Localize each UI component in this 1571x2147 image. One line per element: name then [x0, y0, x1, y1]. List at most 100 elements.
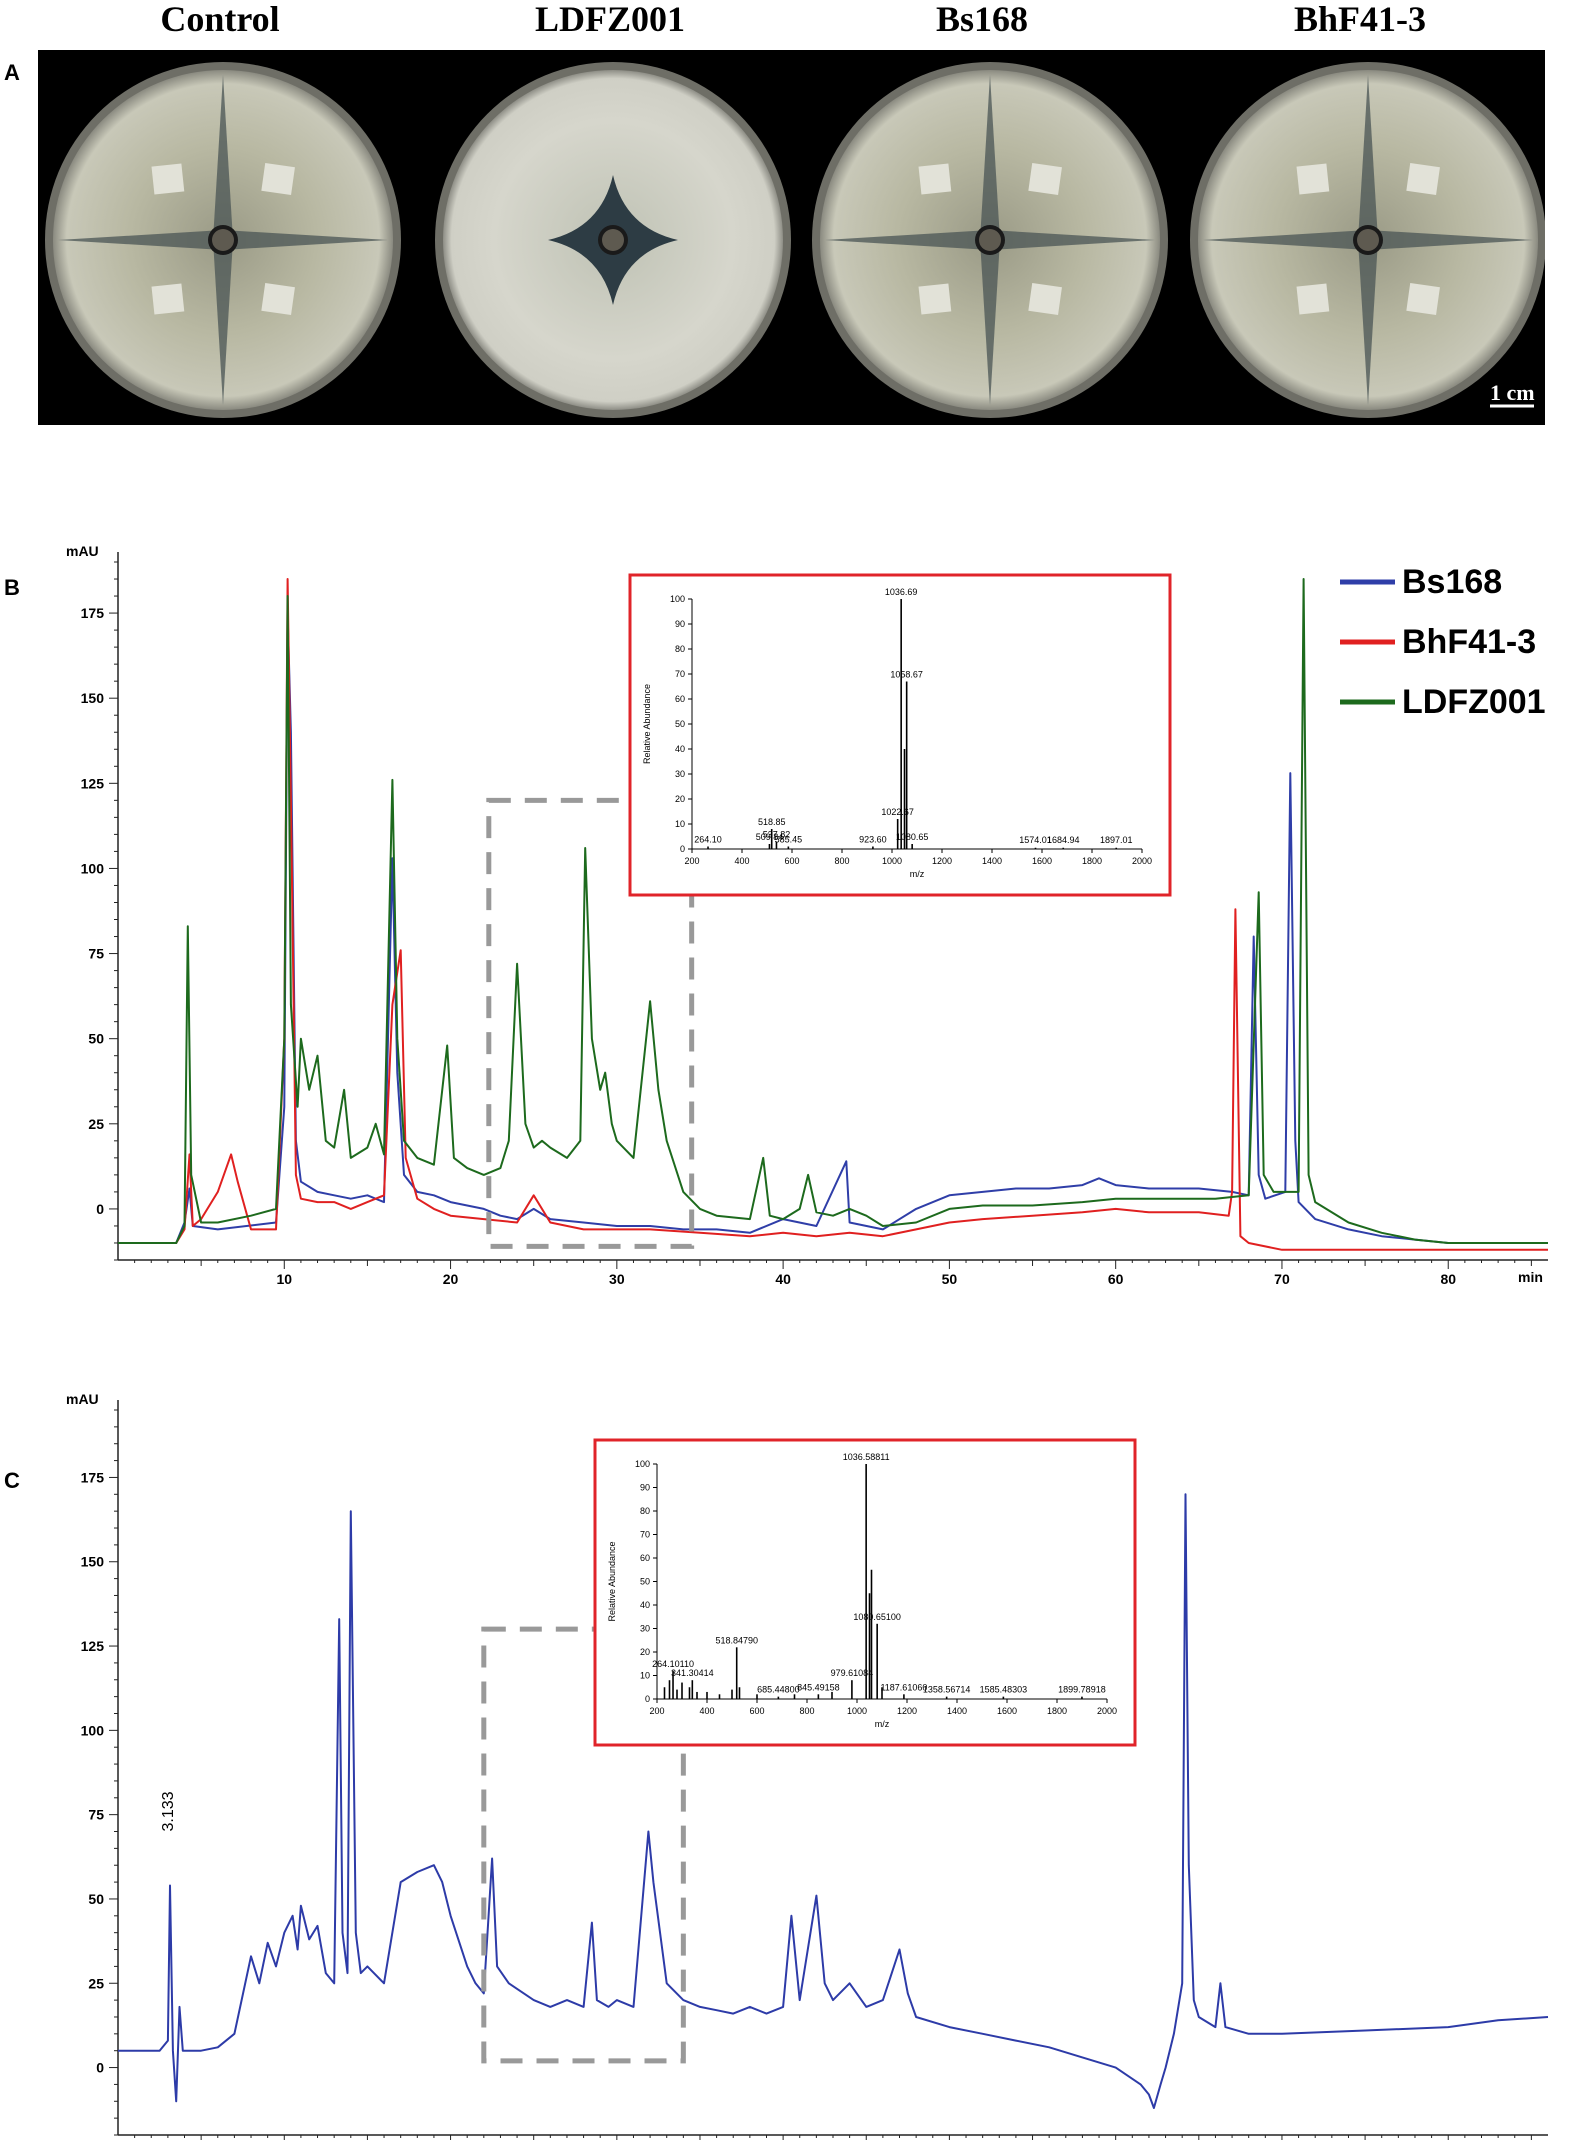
- inset-y-tick-label: 60: [675, 694, 685, 704]
- x-tick-label: 30: [609, 1271, 625, 1287]
- inset-y-tick-label: 70: [675, 669, 685, 679]
- inset-y-label: Relative Abundance: [642, 684, 652, 764]
- x-tick-label: 10: [276, 1271, 292, 1287]
- fungal-plug: [1406, 283, 1440, 315]
- inset-y-tick-label: 90: [675, 619, 685, 629]
- fungal-plug: [1028, 283, 1062, 315]
- x-tick-label: 80: [1440, 1271, 1456, 1287]
- fungal-plug: [1028, 163, 1062, 195]
- x-tick-label: 60: [1108, 1271, 1124, 1287]
- inset-x-tick-label: 2000: [1097, 1706, 1117, 1716]
- inset-x-tick-label: 400: [734, 856, 749, 866]
- ms-peak-label: 1080.65100: [853, 1612, 901, 1622]
- x-axis-label: min: [1518, 1269, 1543, 1285]
- inset-y-tick-label: 50: [675, 719, 685, 729]
- ms-peak-label: 1899.78918: [1058, 1685, 1106, 1695]
- ms-peak-label: 1036.58811: [843, 1452, 890, 1462]
- petri-plate-4: [1190, 62, 1546, 418]
- ms-peak-label: 264.10110: [652, 1659, 694, 1669]
- y-tick-label: 175: [81, 605, 105, 621]
- inset-y-tick-label: 40: [640, 1600, 650, 1610]
- y-tick-label: 75: [88, 1807, 104, 1823]
- center-well-inner: [1357, 229, 1379, 251]
- inset-y-tick-label: 100: [635, 1459, 650, 1469]
- ms-peak-label: 1187.61060: [880, 1682, 927, 1692]
- inset-y-tick-label: 70: [640, 1530, 650, 1540]
- center-well-inner: [602, 229, 624, 251]
- ms-peak-label: 518.84790: [715, 1635, 758, 1645]
- inset-y-tick-label: 40: [675, 744, 685, 754]
- y-tick-label: 100: [81, 860, 105, 876]
- ms-peak-label: 585.45: [775, 835, 803, 845]
- inset-x-tick-label: 1600: [997, 1706, 1017, 1716]
- y-tick-label: 125: [81, 775, 105, 791]
- inset-x-label: m/z: [875, 1719, 890, 1729]
- inset-x-tick-label: 1400: [947, 1706, 967, 1716]
- fungal-plug: [918, 283, 952, 315]
- inset-y-tick-label: 30: [675, 769, 685, 779]
- plate-label-bhf41-3: BhF41-3: [1293, 0, 1426, 39]
- ms-peak-label: 979.61084: [831, 1668, 874, 1678]
- chart-c: mAUmin1020304050607080025507510012515017…: [66, 1391, 1549, 2140]
- plate-label-bs168: Bs168: [935, 0, 1029, 39]
- inset-x-tick-label: 400: [699, 1706, 714, 1716]
- inset-x-tick-label: 1800: [1047, 1706, 1067, 1716]
- y-tick-label: 50: [88, 1891, 104, 1907]
- plate-label-control: Control: [160, 0, 280, 39]
- ms-peak-label: 1358.56714: [923, 1685, 971, 1695]
- inset-y-tick-label: 50: [640, 1577, 650, 1587]
- y-tick-label: 150: [81, 1554, 105, 1570]
- ms-peak-label: 1684.94: [1047, 835, 1080, 845]
- petri-plate-1: [45, 62, 401, 418]
- inset-x-tick-label: 800: [834, 856, 849, 866]
- series-line-BhF41-3: [118, 578, 1548, 1251]
- ms-peak-label: 1574.01: [1019, 835, 1052, 845]
- inset-x-tick-label: 2000: [1132, 856, 1152, 866]
- ms-inset-frame: [593, 1438, 1137, 1747]
- ms-inset-frame: [628, 573, 1172, 897]
- fungal-plug: [918, 163, 952, 195]
- y-tick-label: 150: [81, 690, 105, 706]
- series-line-trace: [118, 1493, 1549, 2109]
- y-tick-label: 75: [88, 946, 104, 962]
- panel-c-letter: C: [4, 1468, 20, 1493]
- inset-x-tick-label: 1000: [882, 856, 902, 866]
- inset-y-tick-label: 0: [680, 844, 685, 854]
- inset-y-tick-label: 20: [640, 1647, 650, 1657]
- ms-peak-label: 923.60: [859, 835, 887, 845]
- inset-x-tick-label: 1600: [1032, 856, 1052, 866]
- fungal-plug: [1406, 163, 1440, 195]
- series-line-Bs168: [118, 612, 1548, 1244]
- ms-peak-label: 537.82: [763, 830, 791, 840]
- inset-x-tick-label: 200: [684, 856, 699, 866]
- inset-y-tick-label: 80: [675, 644, 685, 654]
- fungal-plug: [1296, 283, 1330, 315]
- y-tick-label: 100: [81, 1722, 105, 1738]
- selected-region-box: [481, 1626, 686, 2064]
- petri-plate-2: [435, 62, 791, 418]
- inset-x-tick-label: 1200: [897, 1706, 917, 1716]
- y-axis-label: mAU: [66, 1391, 99, 1407]
- legend-label-Bs168: Bs168: [1402, 563, 1502, 601]
- inset-y-tick-label: 10: [675, 819, 685, 829]
- x-tick-label: 70: [1274, 1271, 1290, 1287]
- center-well-inner: [212, 229, 234, 251]
- inset-y-tick-label: 10: [640, 1671, 650, 1681]
- inset-y-tick-label: 100: [670, 594, 685, 604]
- inset-y-label: Relative Abundance: [607, 1541, 617, 1621]
- inset-x-tick-label: 1200: [932, 856, 952, 866]
- series-line-LDFZ001: [118, 578, 1548, 1244]
- y-tick-label: 125: [81, 1638, 105, 1654]
- legend-label-LDFZ001: LDFZ001: [1402, 683, 1546, 721]
- plate-label-ldfz001: LDFZ001: [534, 0, 685, 39]
- center-well-inner: [979, 229, 1001, 251]
- petri-plates-photo: 1 cm: [38, 50, 1546, 425]
- inset-x-tick-label: 800: [799, 1706, 814, 1716]
- ms-peak-label: 845.49158: [797, 1682, 840, 1692]
- panel-b-letter: B: [4, 575, 20, 600]
- fungal-plug: [151, 163, 185, 195]
- fungal-plug: [1296, 163, 1330, 195]
- ms-peak-label: 341.30414: [671, 1668, 714, 1678]
- ms-peak-label: 264.10: [694, 835, 722, 845]
- ms-peak-label: 1585.48303: [980, 1685, 1028, 1695]
